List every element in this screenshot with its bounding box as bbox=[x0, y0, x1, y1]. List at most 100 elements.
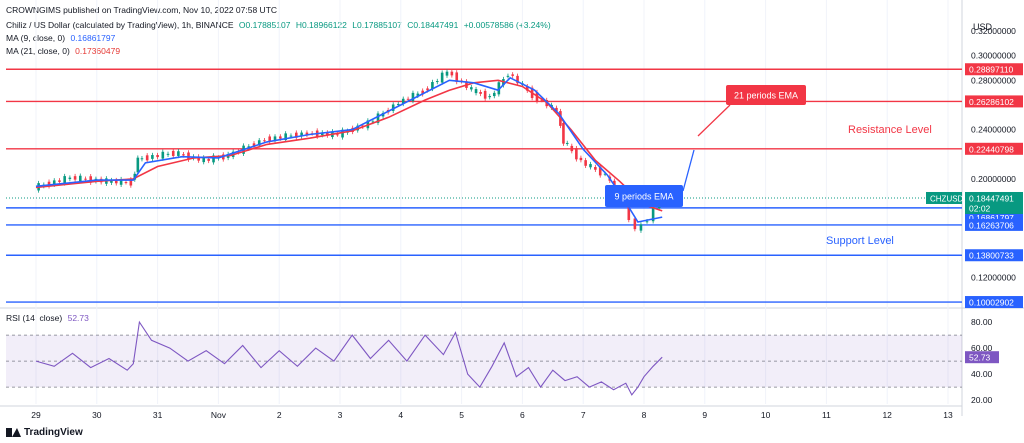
candle-body bbox=[579, 157, 583, 161]
candle-body bbox=[627, 200, 631, 221]
ema21-line bbox=[35, 79, 663, 212]
candle-body bbox=[488, 96, 492, 98]
time-tick: 10 bbox=[761, 410, 771, 420]
candle-body bbox=[421, 90, 424, 95]
candle-body bbox=[171, 150, 175, 156]
candle-body bbox=[603, 173, 607, 175]
resistance-price-text: 0.26286102 bbox=[969, 97, 1014, 107]
ema9-callout-arrow bbox=[682, 149, 695, 192]
ma21-legend[interactable]: MA (21, close, 0) 0.17360479 bbox=[6, 46, 123, 56]
support-price-text: 0.16263706 bbox=[969, 220, 1014, 230]
candle-body bbox=[651, 205, 655, 222]
candle-body bbox=[326, 132, 329, 136]
ma21-value: 0.17360479 bbox=[75, 46, 121, 56]
candle-body bbox=[474, 89, 478, 94]
candle-body bbox=[479, 92, 482, 94]
time-tick: 4 bbox=[398, 410, 403, 420]
candle-body bbox=[483, 90, 487, 99]
candle-body bbox=[450, 71, 454, 76]
support-price-text: 0.10002902 bbox=[969, 298, 1014, 308]
candle-body bbox=[289, 135, 293, 137]
candle-body bbox=[633, 218, 637, 230]
ema21-callout-arrow bbox=[697, 104, 731, 137]
rsi-legend[interactable]: RSI (14, close) 52.73 bbox=[6, 313, 92, 323]
candle-body bbox=[161, 151, 165, 159]
candle-body bbox=[305, 132, 309, 135]
ma9-value: 0.16861797 bbox=[70, 33, 116, 43]
candle-body bbox=[52, 180, 56, 185]
support-price-badge bbox=[965, 296, 1023, 309]
time-tick: 31 bbox=[153, 410, 163, 420]
rsi-tick: 80.00 bbox=[971, 317, 993, 327]
candle-body bbox=[273, 136, 277, 141]
candle-body bbox=[416, 93, 420, 96]
candle-body bbox=[435, 81, 439, 83]
symbol-info: Chiliz / US Dollar (calculated by Tradin… bbox=[6, 20, 554, 30]
time-tick: 9 bbox=[702, 410, 707, 420]
rsi-label: RSI (14, close) bbox=[6, 313, 63, 323]
support-level-label: Support Level bbox=[826, 235, 894, 247]
candle-body bbox=[376, 113, 380, 123]
ma21-label: MA (21, close, 0) bbox=[6, 46, 70, 56]
candle-body bbox=[58, 180, 61, 182]
candle-body bbox=[257, 140, 261, 146]
time-tick: 3 bbox=[338, 410, 343, 420]
candle-body bbox=[268, 136, 271, 142]
candle-body bbox=[445, 71, 449, 76]
ema9-line bbox=[35, 76, 663, 223]
candle-body bbox=[156, 155, 159, 158]
resistance-price-badge bbox=[965, 95, 1023, 108]
current-price-badge bbox=[965, 191, 1023, 214]
rsi-tick: 20.00 bbox=[971, 395, 993, 405]
candle-body bbox=[565, 142, 569, 144]
rsi-tick: 40.00 bbox=[971, 369, 993, 379]
candle-body bbox=[455, 72, 459, 83]
close-value: C0.18447491 bbox=[407, 20, 459, 30]
price-tick: 0.20000000 bbox=[971, 174, 1016, 184]
candle-body bbox=[426, 88, 429, 91]
resistance-level-label: Resistance Level bbox=[848, 124, 932, 136]
time-tick: 30 bbox=[92, 410, 102, 420]
price-tick: 0.32000000 bbox=[971, 26, 1016, 36]
time-tick: 11 bbox=[822, 410, 831, 420]
candle-body bbox=[470, 87, 473, 90]
candle-body bbox=[73, 176, 77, 180]
footer-text: TradingView bbox=[24, 427, 83, 438]
candle-body bbox=[594, 167, 597, 170]
candle-body bbox=[401, 98, 405, 104]
price-tick: 0.28000000 bbox=[971, 75, 1016, 85]
candle-body bbox=[492, 92, 496, 97]
candle-body bbox=[506, 75, 510, 77]
symbol-title: Chiliz / US Dollar (calculated by Tradin… bbox=[6, 20, 234, 30]
candle-body bbox=[78, 175, 82, 182]
candle-body bbox=[279, 136, 282, 139]
time-tick: 8 bbox=[642, 410, 647, 420]
candle-body bbox=[119, 179, 123, 185]
rsi-value-badge bbox=[965, 351, 999, 364]
ema9-callout bbox=[605, 185, 683, 207]
candle-body bbox=[68, 177, 72, 180]
candle-body bbox=[177, 151, 180, 156]
candle-body bbox=[525, 86, 529, 91]
candle-body bbox=[284, 133, 287, 141]
resistance-price-text: 0.22440798 bbox=[969, 144, 1014, 154]
rsi-line bbox=[35, 320, 663, 396]
candle-body bbox=[440, 72, 444, 83]
candle-body bbox=[391, 104, 395, 111]
rsi-value: 52.73 bbox=[67, 313, 89, 323]
candle-body bbox=[555, 107, 558, 112]
candle-body bbox=[187, 152, 190, 160]
candle-body bbox=[114, 180, 118, 184]
candle-body bbox=[63, 176, 66, 184]
ma9-price-text: 0.16861797 bbox=[969, 213, 1014, 223]
candle-body bbox=[295, 132, 298, 138]
candle-body bbox=[584, 160, 587, 166]
change-value: +0.00578586 (+3.24%) bbox=[463, 20, 551, 30]
candle-body bbox=[336, 134, 339, 136]
candle-body bbox=[598, 166, 602, 176]
time-tick: Nov bbox=[211, 410, 227, 420]
resistance-price-text: 0.28897110 bbox=[969, 65, 1014, 75]
ema21-callout bbox=[726, 85, 806, 105]
candle-body bbox=[645, 221, 649, 223]
